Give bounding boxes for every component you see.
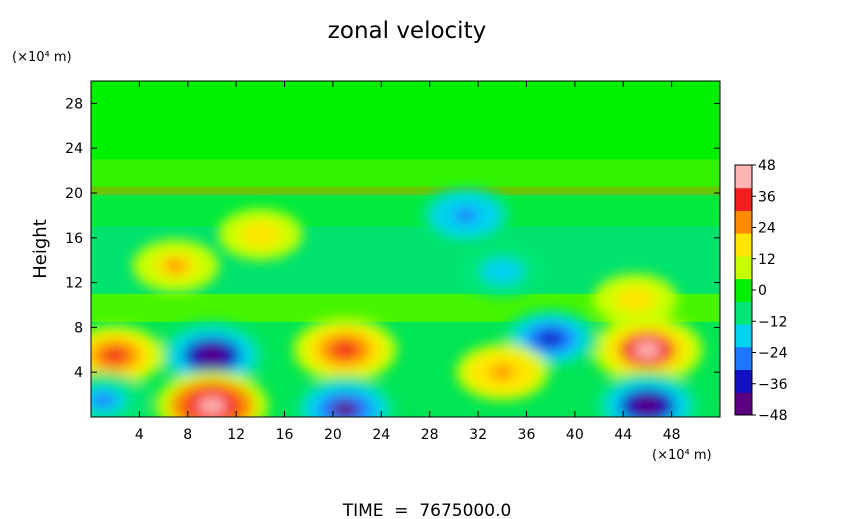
velocity-feature: [460, 245, 545, 298]
velocity-feature: [91, 325, 164, 386]
velocity-feature: [91, 372, 149, 417]
x-tick-label: 16: [276, 427, 294, 443]
y-tick-label: 8: [74, 320, 83, 336]
y-axis: 4 8 12 16 20 24 28: [65, 96, 720, 381]
feature-contour: [103, 347, 128, 363]
velocity-band: [91, 159, 720, 187]
colorbar-segment: [735, 346, 752, 371]
velocity-feature: [592, 315, 703, 384]
colorbar-segment: [735, 324, 752, 348]
velocity-band: [91, 186, 720, 196]
colorbar-tick-label: 48: [758, 158, 776, 174]
velocity-feature: [155, 371, 269, 417]
colorbar-segment: [735, 233, 752, 257]
x-tick-label: 48: [663, 427, 681, 443]
y-tick-label: 28: [65, 96, 83, 112]
colorbar-tick-label: 36: [758, 189, 776, 205]
feature-contour: [490, 365, 514, 380]
time-footer: TIME = 7675000.0: [342, 501, 512, 519]
plot-area: [91, 81, 720, 417]
velocity-feature: [132, 239, 219, 293]
y-unit-label: (×10⁴ m): [12, 50, 72, 65]
colorbar-segment: [735, 369, 752, 393]
x-tick-label: 36: [518, 427, 536, 443]
feature-contour: [164, 259, 187, 273]
y-axis-label: Height: [30, 219, 51, 279]
x-axis: 4 8 12 16 20 24 28 32 36 40 44 48: [135, 81, 681, 443]
colorbar-tick-label: 0: [758, 283, 767, 299]
feature-contour: [491, 264, 513, 278]
chart-title: zonal velocity: [328, 18, 486, 44]
x-tick-label: 20: [324, 427, 342, 443]
feature-contour: [331, 400, 359, 417]
y-tick-label: 24: [65, 141, 83, 157]
colorbar-tick-label: −48: [758, 408, 788, 424]
x-tick-label: 12: [227, 427, 245, 443]
feature-contour: [633, 341, 662, 359]
velocity-feature: [155, 320, 269, 391]
colorbar-segment: [735, 165, 752, 189]
colorbar-tick-label: 12: [758, 252, 776, 268]
velocity-feature: [593, 273, 678, 326]
colorbar-segment: [735, 301, 752, 325]
velocity-feature: [592, 371, 703, 417]
x-tick-label: 24: [372, 427, 390, 443]
feature-contour: [249, 228, 271, 241]
colorbar-segment: [735, 255, 752, 280]
colorbar-tick-label: −36: [758, 377, 788, 393]
x-tick-label: 40: [566, 427, 584, 443]
y-tick-label: 4: [74, 365, 83, 381]
y-tick-label: 16: [65, 231, 83, 247]
feature-contour: [91, 393, 115, 408]
feature-contour: [332, 341, 359, 358]
feature-contour: [454, 208, 478, 223]
plot-frame: [90, 80, 721, 418]
colorbar-tick-label: −12: [758, 314, 788, 330]
colorbar-tick-label: −24: [758, 346, 788, 362]
x-unit-label: (×10⁴ m): [652, 448, 712, 463]
x-tick-label: 4: [135, 427, 144, 443]
velocity-feature: [290, 375, 400, 417]
feature-contour: [633, 397, 662, 415]
y-tick-label: 12: [65, 276, 83, 292]
velocity-band: [91, 193, 720, 227]
feature-contour: [197, 346, 227, 365]
colorbar-tick-label: 24: [758, 221, 776, 237]
colorbar-segment: [735, 187, 752, 211]
feature-contour: [197, 397, 227, 415]
y-tick-label: 20: [65, 186, 83, 202]
colorbar-segment: [735, 278, 752, 302]
colorbar: 48 36 24 12 0 −12 −24 −36 −48: [734, 158, 788, 424]
velocity-feature: [419, 186, 513, 244]
feature-contour: [624, 292, 646, 306]
feature-contour: [538, 331, 563, 347]
x-tick-label: 44: [614, 427, 632, 443]
colorbar-segment: [735, 210, 752, 234]
velocity-features: [91, 186, 703, 417]
x-tick-label: 8: [183, 427, 192, 443]
velocity-feature: [455, 343, 549, 401]
x-tick-label: 28: [421, 427, 439, 443]
velocity-feature: [218, 208, 303, 261]
colorbar-segment: [735, 392, 752, 416]
x-tick-label: 32: [469, 427, 487, 443]
velocity-feature: [293, 317, 398, 382]
